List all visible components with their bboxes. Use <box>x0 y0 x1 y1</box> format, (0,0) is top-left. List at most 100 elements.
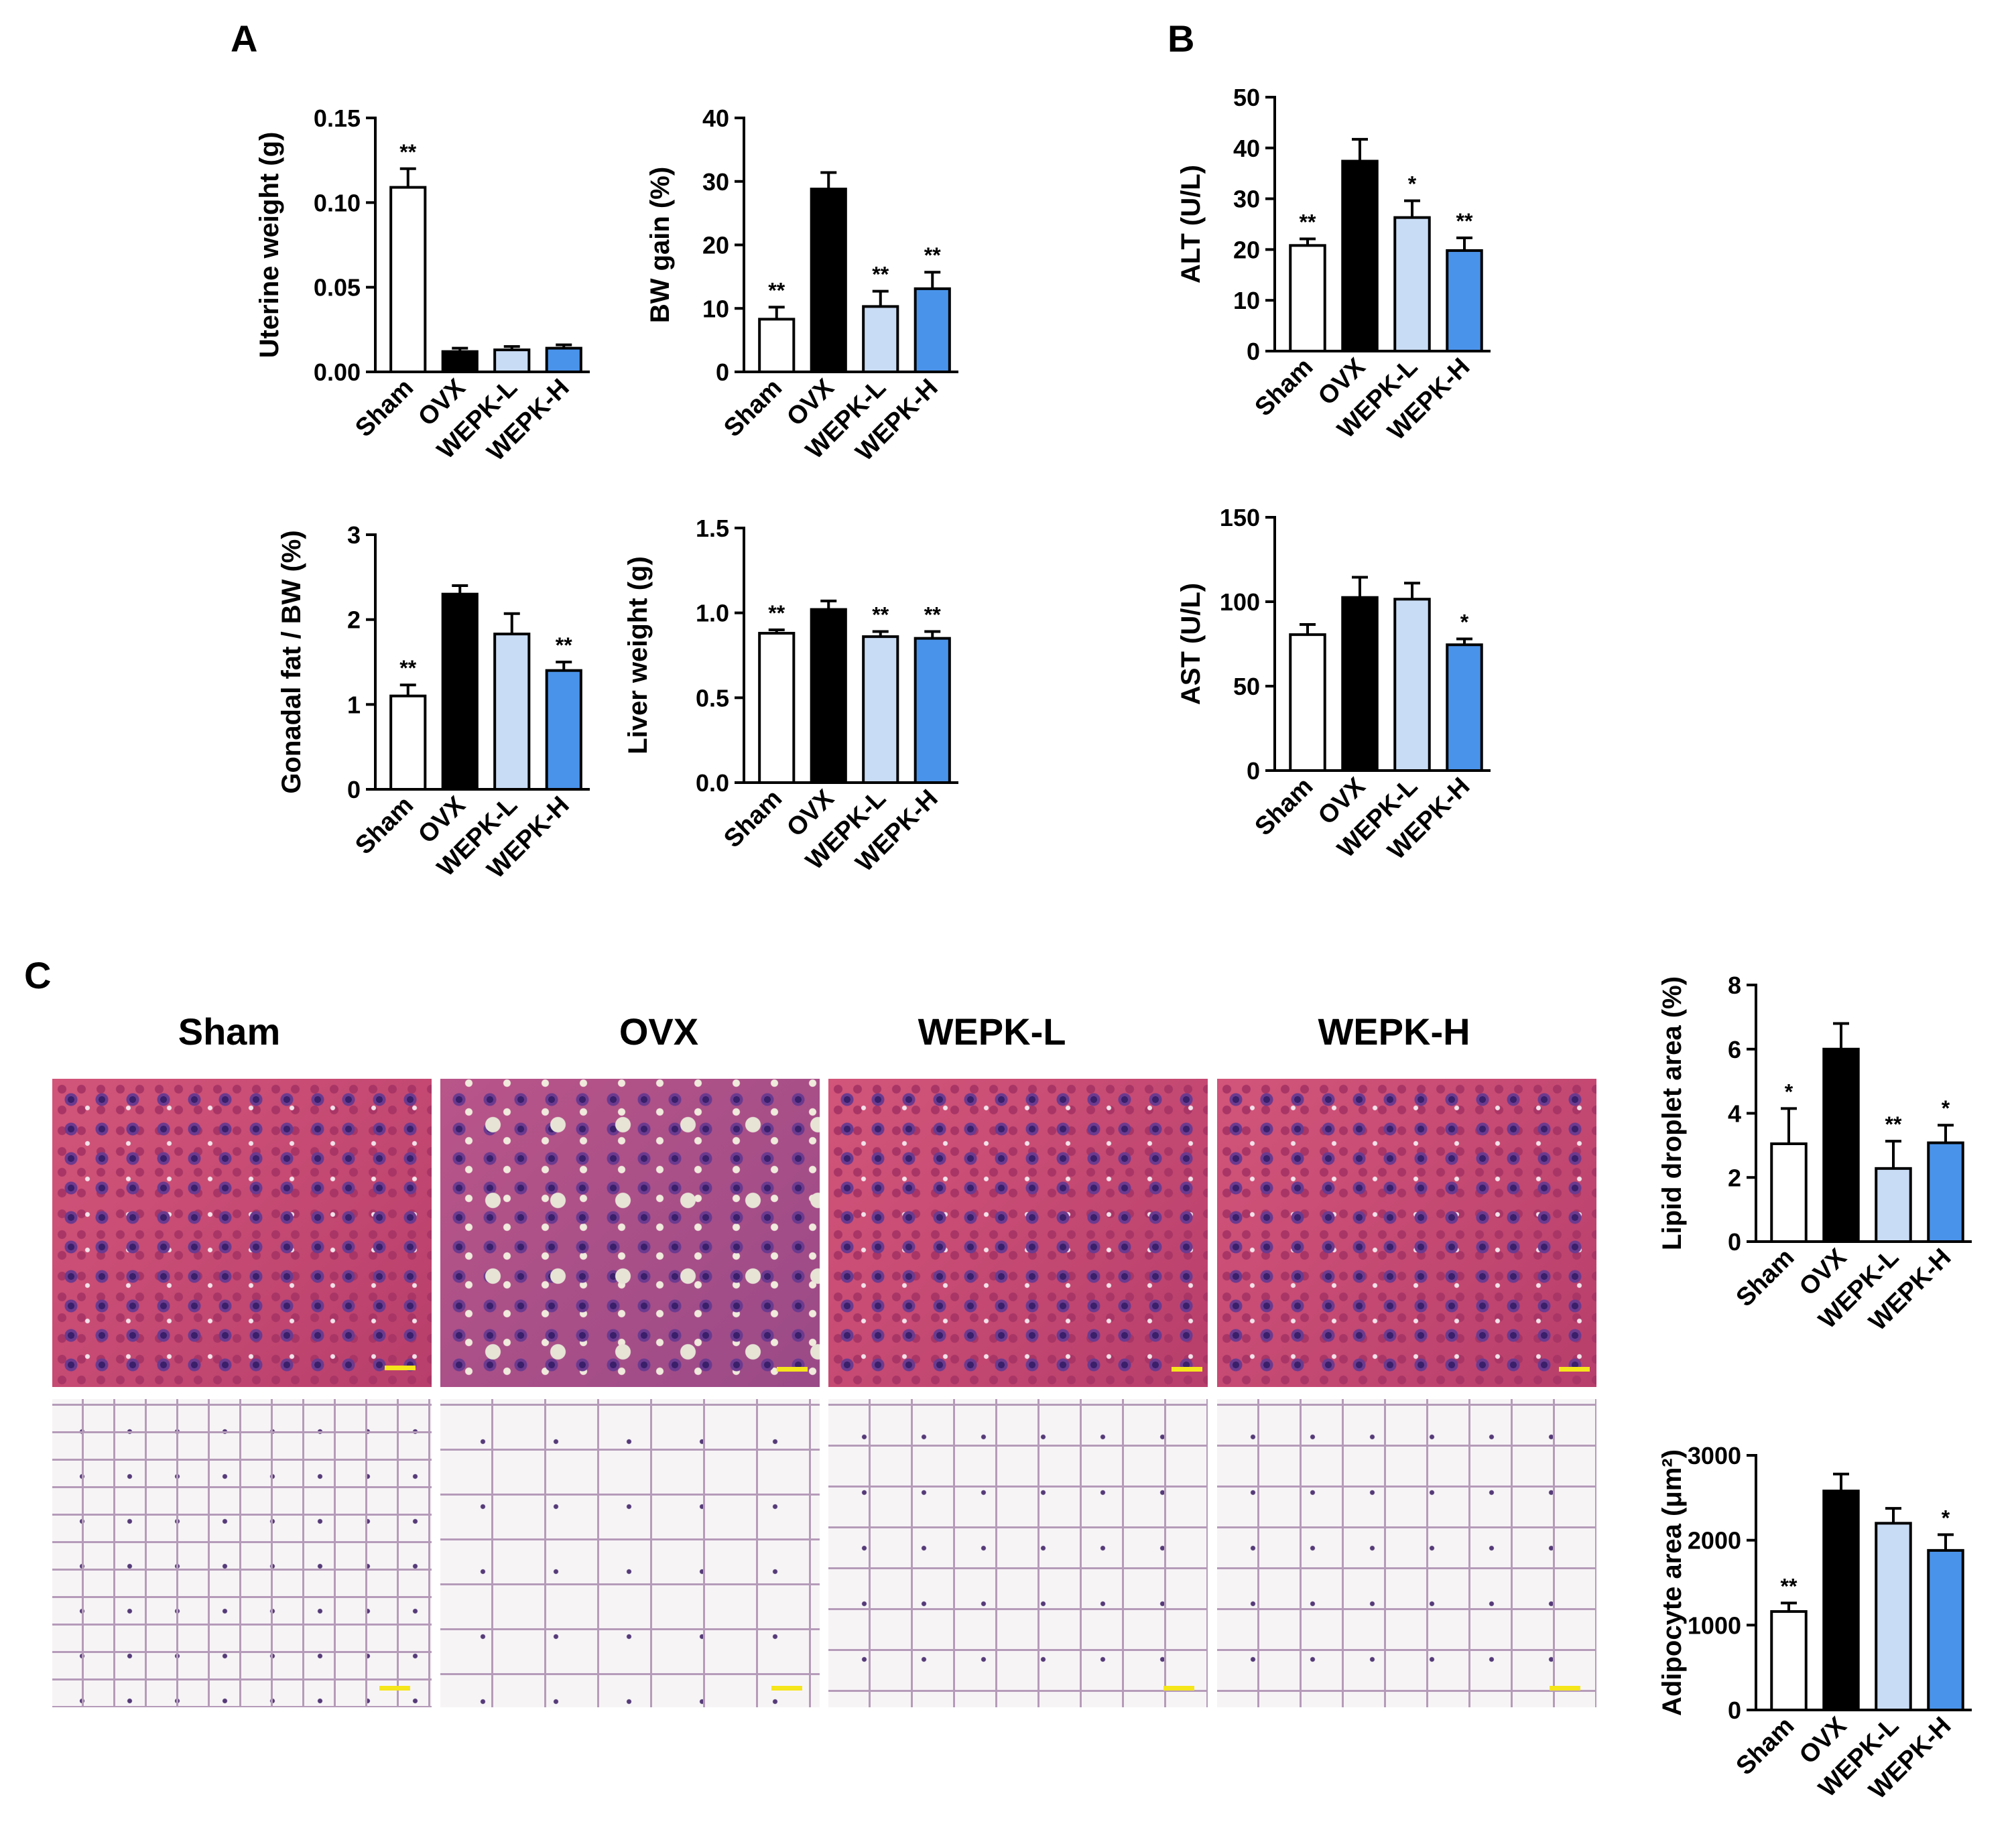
bar-sham <box>758 318 796 374</box>
significance-label: ** <box>872 263 889 287</box>
micrograph-title-wepk-l: WEPK-L <box>918 1010 1066 1053</box>
bar-sham <box>1289 633 1326 773</box>
y-tick-label: 0.10 <box>314 189 361 216</box>
bar-wepk-l <box>862 635 899 785</box>
bar-sham <box>1289 244 1326 352</box>
bar-ovx <box>441 350 479 373</box>
bar-wepk-h <box>545 669 582 791</box>
liver-micrograph-ovx <box>440 1079 820 1387</box>
adipose-micrograph-wepk-h <box>1217 1399 1596 1707</box>
y-tick-label: 1 <box>347 691 361 718</box>
significance-label: ** <box>1300 210 1316 234</box>
y-tick-label: 3 <box>347 521 361 549</box>
y-tick-label: 40 <box>702 105 729 132</box>
significance-label: * <box>1942 1506 1950 1530</box>
y-tick-label: 50 <box>1233 673 1260 700</box>
significance-label: * <box>1942 1096 1950 1120</box>
y-tick-label: 2 <box>1728 1164 1741 1191</box>
micrograph-title-wepk-h: WEPK-H <box>1318 1010 1470 1053</box>
panel-label-a: A <box>231 17 258 60</box>
bar-sham <box>1770 1610 1808 1711</box>
micrograph-title-sham: Sham <box>178 1010 281 1053</box>
scale-bar <box>771 1686 802 1691</box>
y-tick-label: 10 <box>1233 287 1260 314</box>
y-tick-label: 3000 <box>1688 1442 1741 1469</box>
scale-bar <box>1559 1367 1590 1372</box>
bar-wepk-l <box>1875 1522 1912 1711</box>
significance-label: ** <box>399 656 416 680</box>
y-tick-label: 0 <box>1247 757 1260 785</box>
y-tick-label: 1000 <box>1688 1611 1741 1639</box>
significance-label: ** <box>399 140 416 164</box>
y-tick-label: 8 <box>1728 972 1741 999</box>
bar-wepk-l <box>493 633 531 791</box>
y-tick-label: 6 <box>1728 1036 1741 1063</box>
bar-sham <box>1770 1142 1808 1243</box>
y-tick-label: 2 <box>347 606 361 634</box>
scale-bar <box>1550 1686 1580 1691</box>
bar-ovx <box>810 188 847 373</box>
y-axis-label: Uterine weight (g) <box>255 132 284 358</box>
bar-ovx <box>1341 159 1379 352</box>
scale-bar <box>385 1366 416 1370</box>
bar-sham <box>389 694 427 791</box>
significance-label: ** <box>768 278 785 302</box>
significance-label: ** <box>924 603 941 627</box>
bar-ovx <box>1341 596 1379 772</box>
micrograph-title-ovx: OVX <box>619 1010 699 1053</box>
significance-label: ** <box>556 633 572 657</box>
scale-bar <box>1172 1367 1202 1372</box>
scale-bar <box>777 1367 808 1372</box>
y-tick-label: 2000 <box>1688 1527 1741 1555</box>
bar-wepk-l <box>493 348 531 373</box>
bar-wepk-l <box>862 305 899 373</box>
scale-bar <box>1163 1686 1194 1691</box>
panel-label-b: B <box>1168 17 1195 60</box>
scale-bar <box>379 1686 410 1691</box>
significance-label: ** <box>768 601 785 625</box>
y-tick-label: 30 <box>702 168 729 196</box>
bar-wepk-h <box>1446 643 1483 773</box>
significance-label: ** <box>924 243 941 267</box>
y-tick-label: 50 <box>1233 84 1260 111</box>
y-tick-label: 0.0 <box>696 769 729 797</box>
bar-wepk-h <box>545 346 582 373</box>
bar-wepk-h <box>1927 1548 1964 1712</box>
significance-label: ** <box>872 603 889 627</box>
y-axis-label: ALT (U/L) <box>1176 165 1206 283</box>
bar-sham <box>389 186 427 373</box>
bar-ovx <box>1822 1490 1860 1711</box>
bar-wepk-h <box>1927 1141 1964 1244</box>
significance-label: * <box>1408 172 1417 196</box>
y-axis-label: Adipocyte area (μm²) <box>1657 1449 1687 1716</box>
bar-wepk-h <box>914 637 951 785</box>
y-tick-label: 30 <box>1233 186 1260 213</box>
y-axis-label: Lipid droplet area (%) <box>1657 976 1687 1250</box>
y-tick-label: 0.05 <box>314 274 361 302</box>
significance-label: * <box>1785 1079 1793 1104</box>
y-tick-label: 150 <box>1220 504 1260 531</box>
y-tick-label: 20 <box>1233 236 1260 263</box>
liver-micrograph-wepk-h <box>1217 1079 1596 1387</box>
y-axis-label: AST (U/L) <box>1176 583 1206 705</box>
bar-ovx <box>441 592 479 791</box>
liver-micrograph-wepk-l <box>828 1079 1208 1387</box>
y-tick-label: 1.5 <box>696 515 729 542</box>
y-axis-label: Liver weight (g) <box>623 556 653 754</box>
significance-label: ** <box>1456 209 1473 233</box>
y-tick-label: 0 <box>1728 1228 1741 1256</box>
bar-sham <box>758 632 796 784</box>
y-axis-label: BW gain (%) <box>645 167 675 323</box>
significance-label: ** <box>1781 1574 1798 1598</box>
bar-ovx <box>810 608 847 784</box>
adipose-micrograph-wepk-l <box>828 1399 1208 1707</box>
y-tick-label: 0.15 <box>314 105 361 132</box>
significance-label: * <box>1460 610 1469 634</box>
y-tick-label: 0.5 <box>696 684 729 712</box>
bar-wepk-h <box>914 287 951 373</box>
bar-wepk-h <box>1446 249 1483 352</box>
y-tick-label: 0 <box>1247 338 1260 365</box>
y-tick-label: 0 <box>716 358 729 386</box>
y-tick-label: 10 <box>702 295 729 322</box>
y-tick-label: 0 <box>1728 1697 1741 1724</box>
